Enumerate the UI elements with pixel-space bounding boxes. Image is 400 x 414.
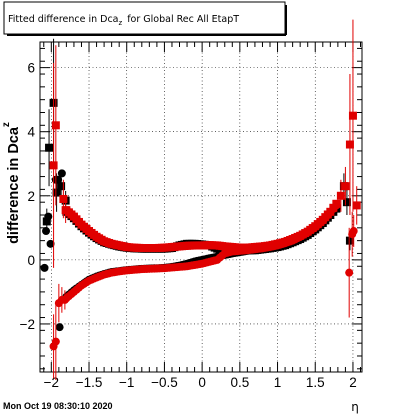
- x-tick-label: 0: [198, 375, 206, 390]
- band-circle-marker: [332, 201, 341, 210]
- square-point: [57, 182, 66, 191]
- chart-title: Fitted difference in Dcaz for Global Rec …: [8, 14, 239, 27]
- square-point: [42, 217, 51, 226]
- x-tick-label: −1: [119, 375, 134, 390]
- x-tick-label: −0.5: [151, 375, 178, 390]
- data-points: [40, 19, 361, 381]
- timestamp: Mon Oct 19 08:30:10 2020: [3, 401, 113, 411]
- y-axis-label-subscript: z: [1, 122, 12, 127]
- title-box: [3, 1, 286, 35]
- chart-title-subscript: z: [119, 19, 123, 27]
- circle-point: [345, 268, 354, 277]
- y-tick-label: 4: [27, 125, 35, 140]
- x-tick-label: −2: [44, 375, 59, 390]
- axis-ticks: −2 −1.5 −1 −0.5 0 0.5 1 1.5 2 −2 0 2 4 6: [20, 42, 362, 390]
- circle-point: [57, 169, 66, 178]
- y-axis-label: difference in Dcaz: [1, 122, 22, 244]
- y-tick-label: 6: [27, 61, 35, 76]
- square-point: [59, 194, 68, 203]
- square-point: [52, 188, 61, 197]
- square-point: [352, 201, 361, 210]
- y-tick-label: −2: [20, 317, 35, 332]
- circle-point: [349, 227, 358, 236]
- square-point: [51, 121, 60, 130]
- x-tick-label: 1: [274, 375, 282, 390]
- square-point: [345, 236, 354, 245]
- plot-frame: [39, 41, 363, 373]
- chart-title-main: Fitted difference in Dca: [8, 14, 119, 25]
- y-tick-label: 0: [27, 253, 35, 268]
- square-point: [342, 198, 351, 207]
- square-point: [336, 191, 345, 200]
- circle-point: [40, 263, 49, 272]
- square-point: [45, 143, 54, 152]
- circle-point: [51, 337, 60, 346]
- square-point: [341, 182, 350, 191]
- circle-point: [42, 227, 51, 236]
- grid: [40, 42, 362, 372]
- x-tick-label: 1.5: [306, 375, 325, 390]
- chart-title-suffix: for Global Rec All EtapT: [127, 14, 239, 25]
- circle-point: [60, 295, 69, 304]
- square-point: [348, 111, 357, 120]
- x-tick-label: −1.5: [76, 375, 103, 390]
- square-point: [61, 206, 70, 215]
- circle-point: [55, 323, 64, 332]
- x-tick-label: 2: [349, 375, 357, 390]
- marker-bands: [62, 199, 341, 303]
- x-tick-label: 0.5: [230, 375, 249, 390]
- circle-point: [46, 239, 55, 248]
- square-point: [345, 140, 354, 149]
- y-tick-label: 2: [27, 189, 35, 204]
- x-axis-label: η: [351, 400, 359, 414]
- square-point: [49, 161, 58, 170]
- y-axis-label-main: difference in Dca: [6, 126, 22, 244]
